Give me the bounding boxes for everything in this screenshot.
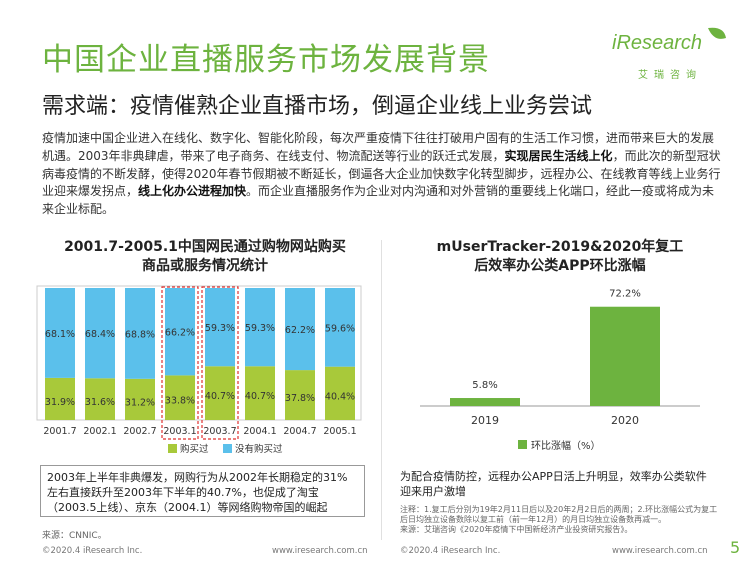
chart-frame (36, 285, 362, 421)
data-label: 72.2% (609, 289, 641, 300)
legend-label: 没有购买过 (235, 443, 283, 455)
data-label: 40.4% (325, 391, 355, 402)
bar-2019 (450, 398, 520, 406)
para-text-1: 疫情加速中国企业进入在线化、数字化、智能化阶段，每次严重疫情下往往打破用户固有的… (42, 131, 715, 163)
highlight-box (161, 286, 199, 440)
page-subtitle: 需求端：疫情催熟企业直播市场，倒逼企业线上业务尝试 (42, 94, 593, 119)
legend-swatch (168, 444, 177, 453)
right-chart: 5.8% 2019 72.2% 2020 环比涨幅（%） (420, 289, 700, 452)
para-bold-2: 线上化办公进程加快 (138, 184, 247, 199)
left-chart-title: 2001.7-2005.1中国网民通过购物网站购买商品或服务情况统计 (64, 239, 346, 274)
footer-left-url: www.iresearch.com.cn (272, 546, 368, 556)
data-label: 40.7% (205, 391, 235, 402)
data-label: 40.7% (245, 391, 275, 402)
x-tick-label: 2004.1 (243, 426, 276, 437)
bar-bought (285, 370, 315, 420)
bar-not-bought (205, 288, 235, 367)
x-tick-label: 2003.1 (163, 426, 196, 437)
left-chart: 31.9% 68.1% 2001.7 31.6% 68.4% 2002.1 31.2% 68.… (36, 285, 362, 455)
x-tick-label: 2004.7 (283, 426, 316, 437)
x-tick-label: 2003.7 (203, 426, 236, 437)
divider (381, 240, 382, 540)
right-footnote: 注释：1.复工后分别为19年2月11日后以及20年2月2日后的两周；2.环比涨幅… (400, 505, 718, 534)
bar-not-bought (165, 288, 195, 376)
legend-swatch (518, 440, 527, 449)
data-label: 59.3% (245, 323, 275, 334)
bar-2020 (590, 306, 660, 406)
page-title: 中国企业直播服务市场发展背景 (42, 42, 490, 78)
bar-not-bought (85, 288, 115, 379)
bar-not-bought (245, 288, 275, 367)
data-label: 68.8% (125, 329, 155, 340)
data-label: 68.4% (85, 329, 115, 340)
legend-label: 购买过 (180, 443, 209, 455)
bar-bought (205, 366, 235, 420)
data-label: 31.6% (85, 397, 115, 408)
x-tick-label: 2020 (611, 414, 639, 427)
bar-not-bought (45, 288, 75, 378)
data-label: 66.2% (165, 328, 195, 339)
x-tick-label: 2002.7 (123, 426, 156, 437)
right-chart-title: mUserTracker-2019&2020年复工后效率办公类APP环比涨幅 (436, 239, 684, 274)
data-label: 62.2% (285, 325, 315, 336)
bar-not-bought (285, 288, 315, 371)
bar-bought (125, 378, 155, 420)
intro-paragraph: 疫情加速中国企业进入在线化、数字化、智能化阶段，每次严重疫情下往往打破用户固有的… (42, 130, 722, 219)
logo-text-cn: 艾瑞咨询 (638, 70, 702, 81)
left-source: 来源：CNNIC。 (42, 531, 107, 541)
data-label: 5.8% (472, 380, 497, 391)
legend-label: 环比涨幅（%） (531, 439, 601, 452)
para-bold-1: 实现居民生活线上化 (504, 148, 613, 163)
data-label: 59.6% (325, 323, 355, 334)
data-label: 59.3% (205, 323, 235, 334)
x-tick-label: 2001.7 (43, 426, 76, 437)
page-number: 5 (730, 538, 741, 557)
right-note: 为配合疫情防控，远程办公APP日活上升明显，效率办公类软件迎来用户激增 (400, 470, 707, 498)
bar-bought (45, 377, 75, 420)
highlight-box (201, 286, 239, 440)
legend-swatch (223, 444, 232, 453)
bar-bought (85, 378, 115, 420)
left-note-box: 2003年上半年非典爆发，网购行为从2002年长期稳定的31%左右直接跃升至20… (40, 465, 365, 517)
x-tick-label: 2005.1 (323, 426, 356, 437)
bar-not-bought (325, 288, 355, 367)
footer-right-url: www.iresearch.com.cn (612, 546, 708, 556)
logo-leaf-icon (708, 27, 726, 39)
bar-bought (165, 375, 195, 420)
footer-left-copyright: ©2020.4 iResearch Inc. (42, 546, 143, 556)
footer-right-copyright: ©2020.4 iResearch Inc. (400, 546, 501, 556)
x-tick-label: 2002.1 (83, 426, 116, 437)
bar-bought (245, 366, 275, 420)
iresearch-logo: iResearch 艾瑞咨询 (608, 24, 728, 88)
para-text-3: 。而企业直播服务作为企业对内沟通和对外营销的重要线上化端口，经此一疫或将成为未来… (42, 184, 715, 217)
bar-bought (325, 366, 355, 420)
data-label: 68.1% (45, 329, 75, 340)
data-label: 33.8% (165, 396, 195, 407)
bar-not-bought (125, 288, 155, 379)
x-tick-label: 2019 (471, 414, 499, 427)
para-text-2: ，而此次的新型冠状病毒疫情的不断发酵，使得2020年春节假期被不断延长，倒逼各大… (42, 148, 721, 199)
data-label: 31.9% (45, 397, 75, 408)
data-label: 31.2% (125, 397, 155, 408)
data-label: 37.8% (285, 393, 315, 404)
logo-text-en: iResearch (612, 32, 703, 54)
